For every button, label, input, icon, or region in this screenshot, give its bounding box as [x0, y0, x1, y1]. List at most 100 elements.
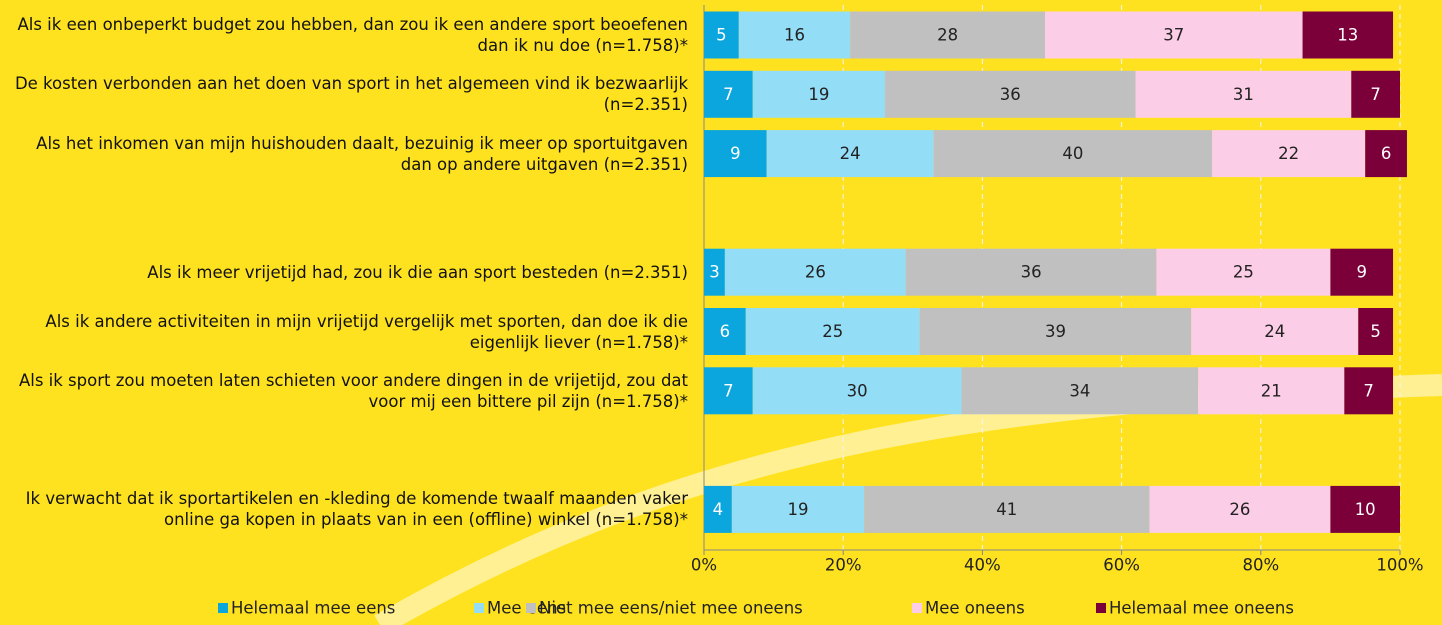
data-label: 21	[1261, 381, 1282, 400]
x-tick-label: 0%	[691, 556, 717, 575]
data-label: 7	[723, 85, 734, 104]
bar-segment	[1149, 485, 1331, 533]
data-label: 5	[1370, 322, 1381, 341]
bar-segment	[704, 130, 767, 178]
data-label: 3	[709, 263, 720, 282]
data-label: 22	[1278, 144, 1299, 163]
bar-segment	[919, 308, 1192, 355]
bar-segment	[752, 367, 962, 415]
category-text: Als het inkomen van mijn huishouden daal…	[36, 133, 688, 174]
bar-segment	[704, 248, 725, 296]
category-text: Ik verwacht dat ik sportartikelen en -kl…	[25, 489, 688, 530]
data-label: 7	[1370, 85, 1381, 104]
category-text: De kosten verbonden aan het doen van spo…	[14, 74, 688, 115]
category-text: Als ik meer vrijetijd had, zou ik die aa…	[147, 262, 688, 282]
bar-segment	[1365, 130, 1407, 178]
data-label: 30	[847, 381, 868, 400]
bar-segment	[724, 248, 906, 296]
data-label: 36	[1021, 263, 1042, 282]
bar-segment	[1330, 485, 1400, 533]
bar-segment	[1135, 70, 1352, 118]
bar-segment	[745, 308, 920, 355]
data-label: 5	[716, 26, 727, 45]
data-label: 26	[805, 263, 826, 282]
bar-segment	[1191, 308, 1359, 355]
data-label: 10	[1355, 500, 1376, 519]
category-text: Als ik sport zou moeten laten schieten v…	[18, 370, 688, 411]
bar-segment	[961, 367, 1199, 415]
legend-label: Mee oneens	[925, 599, 1025, 618]
bar-segment	[905, 248, 1157, 296]
data-label: 19	[787, 500, 808, 519]
bar-segment	[1198, 367, 1345, 415]
x-tick-label: 60%	[1103, 556, 1140, 575]
bar-segment	[704, 485, 732, 533]
bar-segment	[1344, 367, 1394, 415]
bar-segment	[738, 11, 851, 59]
x-tick-label: 20%	[825, 556, 862, 575]
bar-segment	[850, 11, 1046, 59]
data-label: 19	[808, 85, 829, 104]
data-label: 6	[720, 322, 731, 341]
data-label: 6	[1381, 144, 1392, 163]
bar-segment	[1351, 70, 1400, 118]
legend-swatch	[912, 603, 922, 613]
bar-segment	[704, 11, 739, 59]
category-label: Als het inkomen van mijn huishouden daal…	[0, 124, 688, 183]
data-label: 39	[1045, 322, 1066, 341]
bar-segment	[704, 367, 753, 415]
data-label: 40	[1062, 144, 1083, 163]
legend-label: Helemaal mee oneens	[1109, 599, 1294, 618]
category-label: Als ik sport zou moeten laten schieten v…	[0, 361, 688, 420]
bar-segment	[1302, 11, 1394, 59]
data-label: 9	[730, 144, 741, 163]
bar-segment	[704, 308, 746, 355]
bar-segment	[884, 70, 1136, 118]
bar-segment	[731, 485, 865, 533]
legend-label: Niet mee eens/niet mee oneens	[539, 599, 803, 618]
bar-segment	[704, 70, 753, 118]
category-label: Als ik meer vrijetijd had, zou ik die aa…	[0, 243, 688, 302]
data-label: 26	[1229, 500, 1250, 519]
data-label: 34	[1069, 381, 1090, 400]
bar-segment	[752, 70, 885, 118]
data-label: 7	[723, 381, 734, 400]
legend-swatch	[218, 603, 228, 613]
data-label: 9	[1356, 263, 1367, 282]
category-label: Ik verwacht dat ik sportartikelen en -kl…	[0, 480, 688, 539]
category-label: De kosten verbonden aan het doen van spo…	[0, 65, 688, 124]
legend-label: Helemaal mee eens	[231, 599, 395, 618]
data-label: 4	[713, 500, 724, 519]
x-tick-label: 80%	[1242, 556, 1279, 575]
bar-segment	[1212, 130, 1366, 178]
bar-segment	[933, 130, 1213, 178]
bar-segment	[864, 485, 1150, 533]
data-label: 16	[784, 26, 805, 45]
data-label: 28	[937, 26, 958, 45]
data-label: 24	[1264, 322, 1285, 341]
category-label: Als ik een onbeperkt budget zou hebben, …	[0, 6, 688, 65]
data-label: 31	[1233, 85, 1254, 104]
data-label: 13	[1337, 26, 1358, 45]
bar-segment	[1045, 11, 1303, 59]
category-text: Als ik andere activiteiten in mijn vrije…	[45, 311, 688, 352]
legend-swatch	[474, 603, 484, 613]
category-text: Als ik een onbeperkt budget zou hebben, …	[17, 15, 688, 55]
data-label: 7	[1363, 381, 1374, 400]
x-tick-label: 40%	[964, 556, 1001, 575]
legend-swatch	[1096, 603, 1106, 613]
data-label: 25	[822, 322, 843, 341]
bar-segment	[766, 130, 934, 178]
data-label: 36	[1000, 85, 1021, 104]
data-label: 24	[840, 144, 861, 163]
bar-segment	[1330, 248, 1394, 296]
category-label: Als ik andere activiteiten in mijn vrije…	[0, 302, 688, 361]
bar-segment	[1358, 308, 1394, 355]
data-label: 25	[1233, 263, 1254, 282]
data-label: 41	[996, 500, 1017, 519]
data-label: 37	[1163, 26, 1184, 45]
legend-swatch	[526, 603, 536, 613]
bar-segment	[1156, 248, 1331, 296]
